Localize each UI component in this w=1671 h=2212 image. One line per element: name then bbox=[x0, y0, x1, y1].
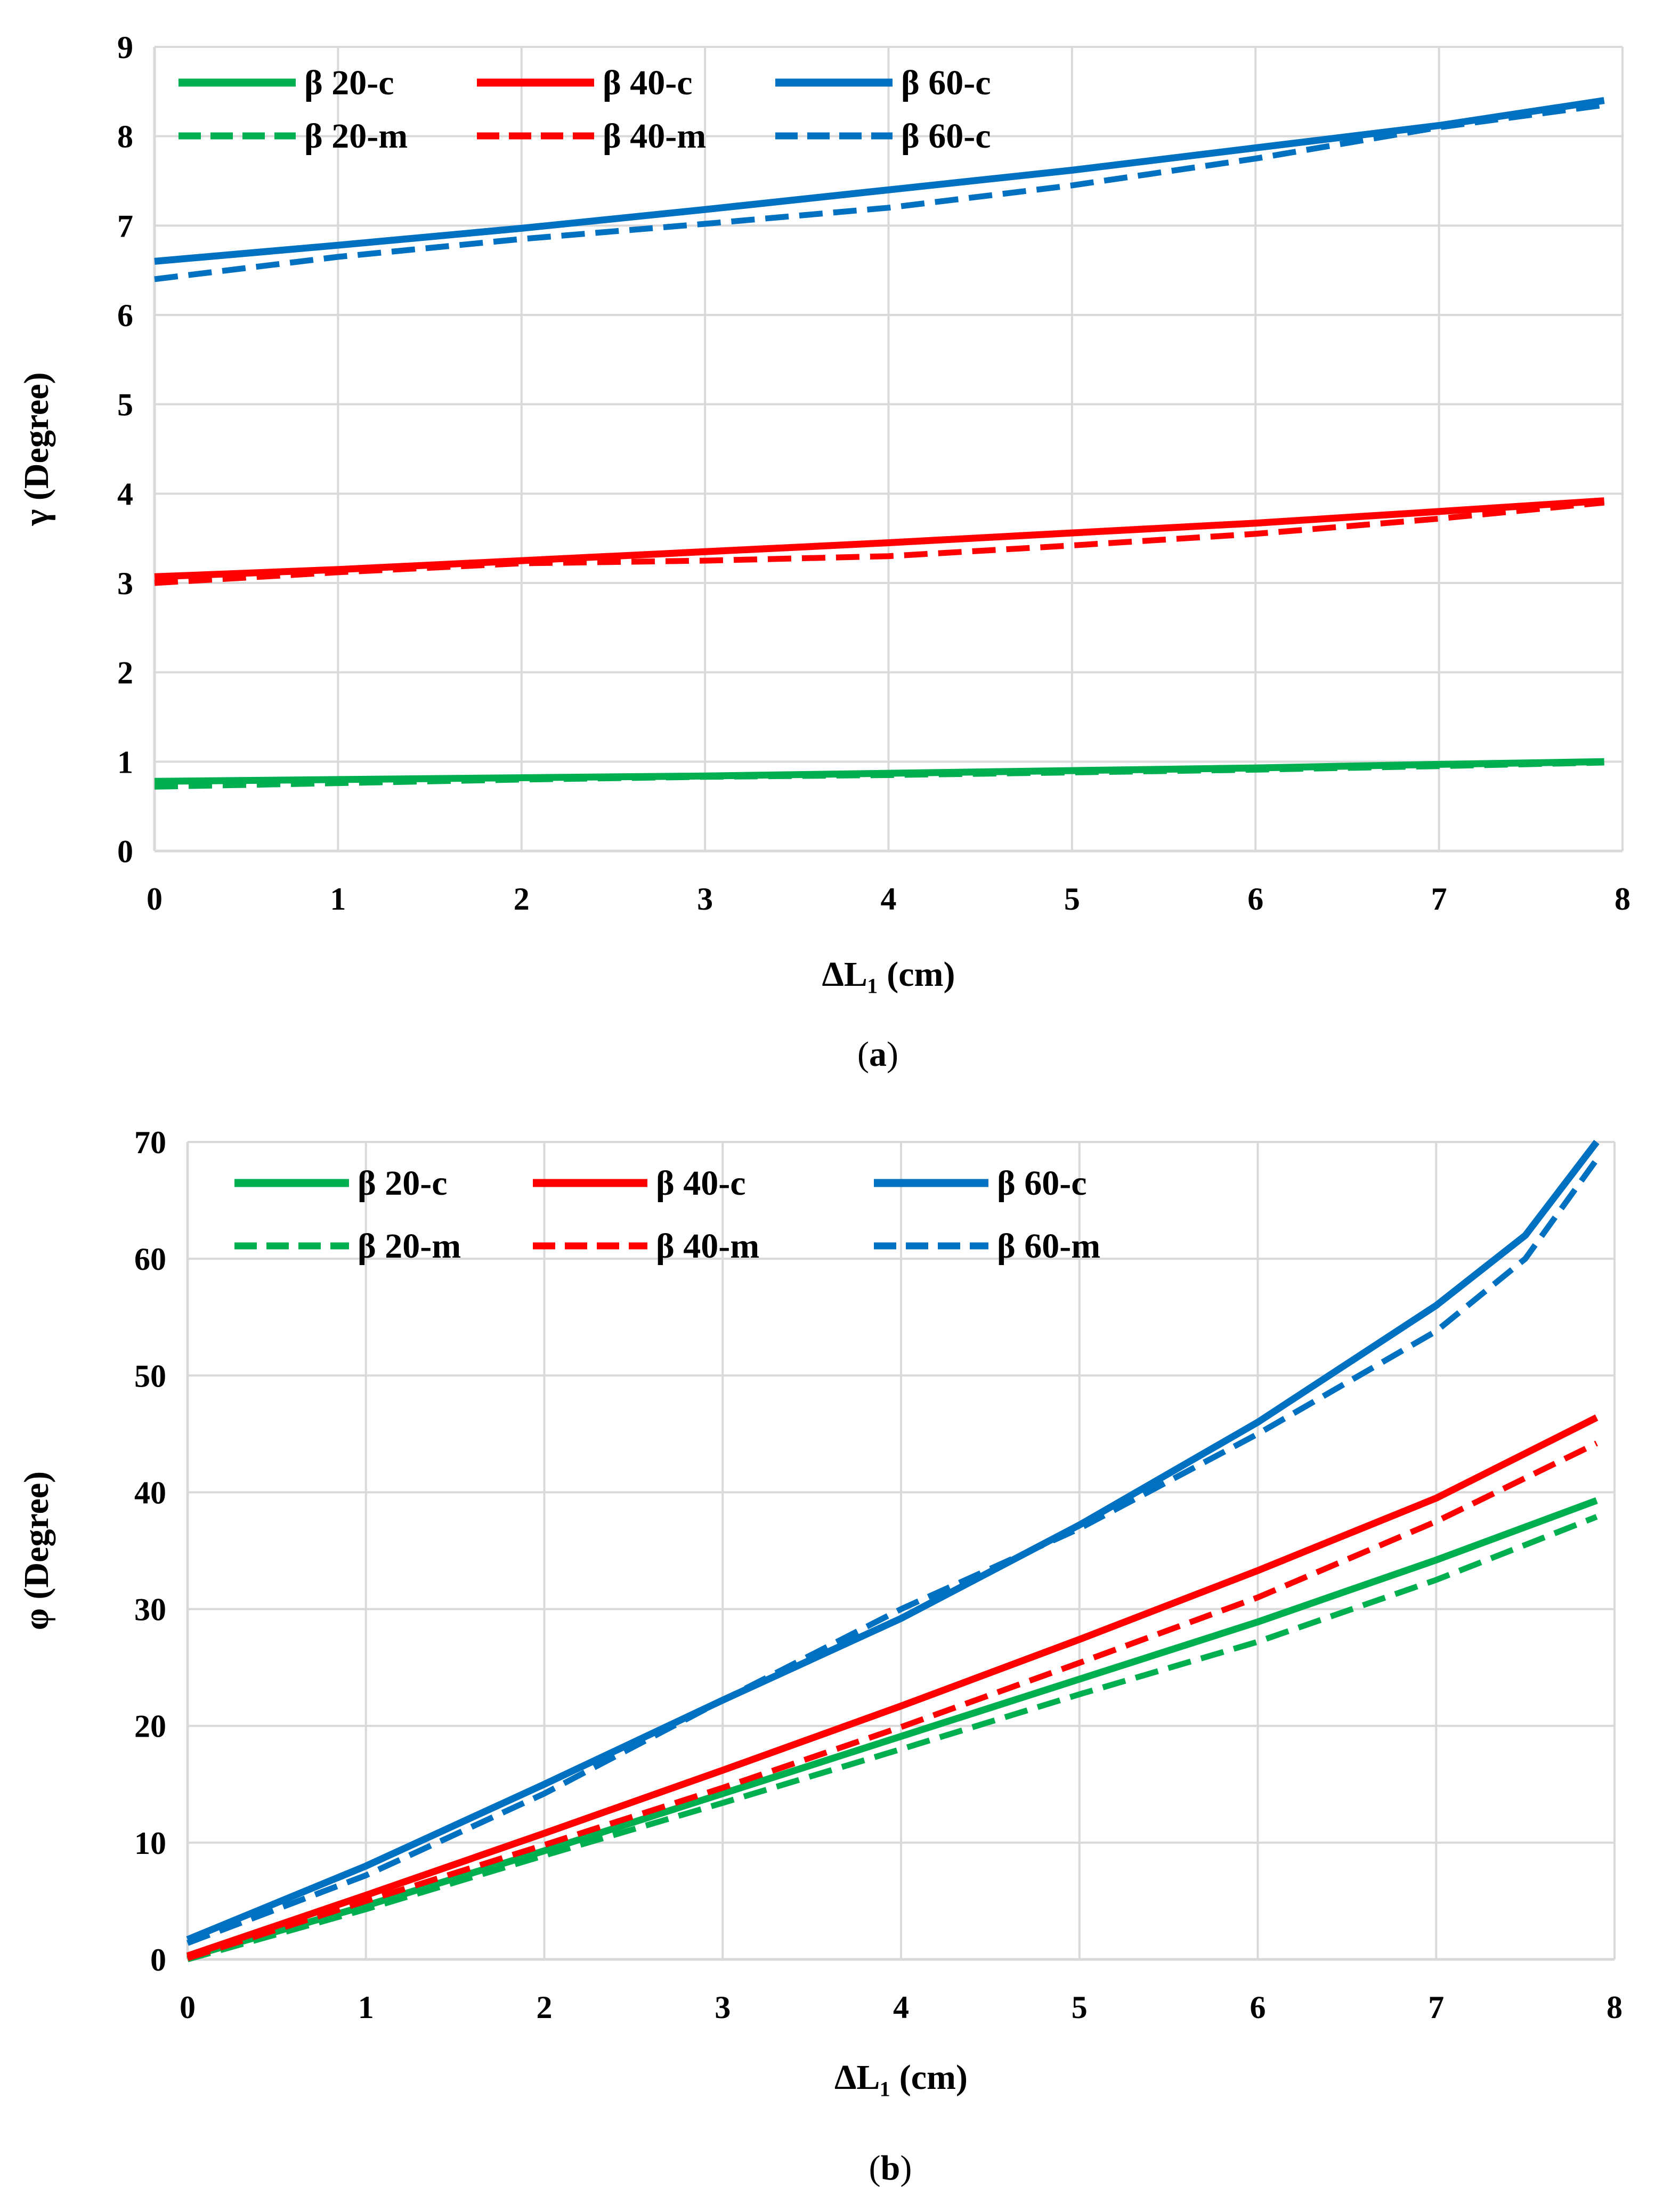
y-tick-label: 8 bbox=[117, 119, 133, 155]
x-tick-label: 5 bbox=[1064, 881, 1080, 917]
x-tick-label: 4 bbox=[893, 1990, 909, 2025]
series-line--20-m bbox=[186, 1514, 1598, 1963]
x-tick-label: 1 bbox=[358, 1990, 374, 2025]
x-tick-label: 3 bbox=[697, 881, 713, 917]
x-tick-label: 2 bbox=[537, 1990, 553, 2025]
series-line--20-m bbox=[154, 759, 1604, 790]
legend-label: β 40-m bbox=[656, 1227, 759, 1266]
caption-open-paren: ( bbox=[857, 1035, 869, 1074]
panel-caption: (a) bbox=[857, 1035, 898, 1074]
series-line--60-c bbox=[154, 97, 1605, 265]
legend-label: β 60-c bbox=[997, 1164, 1087, 1203]
x-axis-title: ΔL₁ (cm) bbox=[834, 2058, 968, 2097]
y-tick-label: 10 bbox=[134, 1826, 166, 1861]
caption-letter: a bbox=[869, 1035, 887, 1074]
caption-letter: b bbox=[881, 2149, 901, 2187]
x-tick-label: 0 bbox=[147, 881, 163, 917]
x-axis-title: ΔL₁ (cm) bbox=[822, 955, 955, 994]
y-tick-label: 40 bbox=[134, 1475, 166, 1510]
x-tick-label: 8 bbox=[1615, 881, 1631, 917]
series-line--60-c bbox=[186, 1140, 1600, 1943]
y-tick-label: 4 bbox=[117, 476, 133, 512]
x-tick-label: 1 bbox=[330, 881, 346, 917]
legend-label: β 40-m bbox=[603, 117, 706, 156]
x-tick-label: 4 bbox=[881, 881, 897, 917]
y-tick-label: 5 bbox=[117, 387, 133, 423]
series-line--60-c bbox=[154, 102, 1605, 282]
y-tick-label: 70 bbox=[134, 1125, 166, 1160]
legend-label: β 20-m bbox=[358, 1227, 461, 1266]
series-line--20-c bbox=[186, 1497, 1598, 1960]
y-tick-label: 60 bbox=[134, 1242, 166, 1277]
legend-label: β 20-c bbox=[304, 63, 394, 102]
series-line--40-m bbox=[154, 499, 1605, 586]
y-tick-label: 7 bbox=[117, 208, 133, 244]
x-tick-label: 7 bbox=[1431, 881, 1447, 917]
y-tick-label: 3 bbox=[117, 566, 133, 601]
x-tick-label: 2 bbox=[514, 881, 530, 917]
panel-caption: (b) bbox=[869, 2149, 912, 2187]
legend-label: β 40-c bbox=[656, 1164, 746, 1203]
y-axis-title: γ (Degree) bbox=[17, 372, 56, 526]
series-line--40-m bbox=[186, 1440, 1598, 1962]
x-tick-label: 6 bbox=[1250, 1990, 1266, 2025]
legend-label: β 20-m bbox=[304, 117, 408, 156]
legend-label: β 40-c bbox=[603, 63, 693, 102]
legend-label: β 60-c bbox=[901, 117, 991, 156]
caption-close-paren: ) bbox=[900, 2149, 912, 2187]
chart-panel-b: 0 1 2 3 4 5 6 7 8 0 10 20 30 40 50 60 70 ΔL₁ (cm) φ (Degre… bbox=[17, 1125, 1623, 2187]
caption-close-paren: ) bbox=[887, 1035, 898, 1074]
x-tick-label: 7 bbox=[1428, 1990, 1444, 2025]
x-tick-label: 8 bbox=[1607, 1990, 1623, 2025]
legend-label: β 60-c bbox=[901, 63, 991, 102]
y-tick-label: 50 bbox=[134, 1358, 166, 1393]
x-tick-label: 6 bbox=[1247, 881, 1263, 917]
x-tick-label: 3 bbox=[715, 1990, 731, 2025]
y-tick-label: 2 bbox=[117, 655, 133, 691]
caption-open-paren: ( bbox=[869, 2149, 881, 2187]
series-line--40-c bbox=[186, 1414, 1599, 1959]
y-axis-title: φ (Degree) bbox=[17, 1471, 56, 1630]
x-tick-label: 0 bbox=[180, 1990, 196, 2025]
y-tick-label: 20 bbox=[134, 1709, 166, 1744]
y-tick-label: 0 bbox=[150, 1942, 166, 1978]
y-tick-label: 6 bbox=[117, 298, 133, 333]
series-line--60-m bbox=[186, 1157, 1599, 1946]
y-tick-label: 0 bbox=[117, 834, 133, 869]
y-tick-label: 30 bbox=[134, 1592, 166, 1627]
legend-label: β 60-m bbox=[997, 1227, 1100, 1266]
x-tick-label: 5 bbox=[1072, 1990, 1088, 2025]
y-tick-label: 1 bbox=[117, 744, 133, 780]
legend-label: β 20-c bbox=[358, 1164, 448, 1203]
chart-panel-a: 0 1 2 3 4 5 6 7 8 0 1 2 3 4 5 6 7 8 9 ΔL₁ (cm) γ (Degree) β 2… bbox=[17, 30, 1631, 1074]
y-tick-label: 9 bbox=[117, 30, 133, 65]
